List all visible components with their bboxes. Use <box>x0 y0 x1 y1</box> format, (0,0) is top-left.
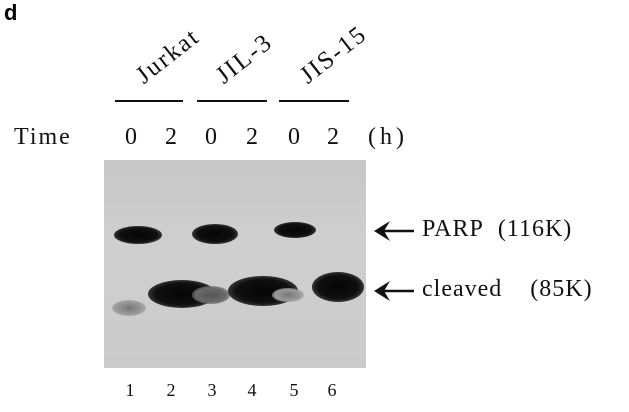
group-bar-jil3 <box>197 100 267 102</box>
lane-number: 2 <box>166 380 176 400</box>
panel-letter: d <box>4 0 18 25</box>
band-name: PARP <box>422 216 484 242</box>
band-size: (116K) <box>497 216 573 242</box>
group-bar-jurkat <box>115 100 183 102</box>
cell-line-label-jis15: JIS-15 <box>294 20 373 90</box>
time-label: Time <box>14 124 72 150</box>
time-point: 0 <box>205 124 217 150</box>
cell-line-label-jil3: JIL-3 <box>210 28 278 90</box>
band-label-cleaved: cleaved (85K) <box>422 276 593 303</box>
cell-line-label-jurkat: Jurkat <box>130 22 205 90</box>
band-parp-lane-5 <box>274 222 316 238</box>
band-parp-lane-3 <box>192 224 238 244</box>
band-cleaved-lane-6 <box>312 272 364 302</box>
band-name: cleaved <box>422 276 503 302</box>
band-label-parp: PARP (116K) <box>422 216 572 243</box>
lane-number: 1 <box>125 380 135 400</box>
time-point: 0 <box>288 124 300 150</box>
band-size: (85K) <box>530 276 593 302</box>
time-unit: (h) <box>368 124 408 150</box>
lane-number: 5 <box>289 380 299 400</box>
arrow-left-icon <box>374 281 414 301</box>
arrow-left-icon <box>374 221 414 241</box>
time-point: 2 <box>246 124 258 150</box>
band-cleaved-lane-1 <box>112 300 146 316</box>
group-bar-jis15 <box>279 100 349 102</box>
time-point: 0 <box>125 124 137 150</box>
band-parp-lane-1 <box>114 226 162 244</box>
band-cleaved-lane-3 <box>192 286 230 304</box>
lane-number: 3 <box>207 380 217 400</box>
band-cleaved-lane-5 <box>272 288 304 302</box>
western-blot <box>104 160 366 368</box>
time-point: 2 <box>165 124 177 150</box>
time-point: 2 <box>327 124 339 150</box>
lane-number: 6 <box>327 380 337 400</box>
lane-number: 4 <box>247 380 257 400</box>
